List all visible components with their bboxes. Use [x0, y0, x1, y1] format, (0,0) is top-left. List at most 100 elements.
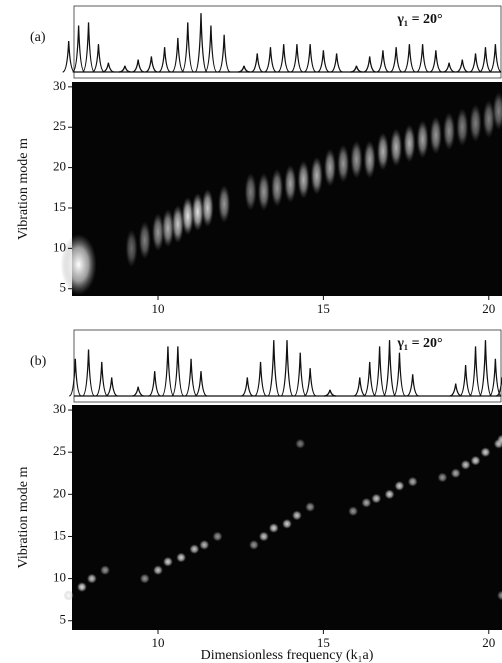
spectrum-peak: [353, 377, 366, 397]
spot: [248, 539, 259, 550]
spot: [429, 116, 442, 155]
spot: [469, 104, 482, 143]
spectrum-peak: [217, 34, 231, 73]
spectrum-peak: [479, 47, 492, 73]
spot: [76, 582, 87, 593]
spot: [371, 493, 382, 504]
annotation: γ₁ = 20°: [396, 336, 442, 351]
spot: [162, 556, 173, 567]
y-tick-label: 30: [53, 78, 66, 93]
spectrum-peak: [158, 47, 171, 73]
x-tick-label: 15: [317, 301, 330, 316]
spectrum-peak: [317, 50, 330, 73]
spectrum-peak: [161, 346, 175, 397]
spectrum-peak: [382, 340, 397, 397]
y-tick-label: 30: [53, 401, 66, 416]
x-tick-label: 10: [152, 301, 165, 316]
spectrum-peak: [323, 389, 337, 397]
spot: [138, 221, 151, 260]
spectrum-peak: [237, 65, 251, 73]
spectrum-peak: [148, 371, 161, 397]
spot: [497, 590, 502, 601]
spectrum-peak: [303, 44, 317, 73]
y-tick-label: 25: [53, 118, 66, 133]
spectrum-peak: [469, 53, 482, 73]
y-tick-label: 25: [53, 443, 66, 458]
spot: [492, 92, 502, 131]
spot: [63, 590, 74, 601]
spectrum-peak: [389, 47, 403, 73]
spot: [100, 565, 111, 576]
spot: [403, 124, 416, 163]
heatmap-background: [72, 405, 502, 630]
y-tick-label: 20: [53, 159, 66, 174]
spot: [361, 497, 372, 508]
spectrum-peak: [330, 53, 343, 73]
annotation: γ₁ = 20°: [396, 12, 442, 27]
spot: [437, 472, 448, 483]
spectrum-peak: [363, 56, 376, 73]
y-tick-label: 5: [60, 612, 67, 627]
spectrum-peak: [72, 25, 85, 73]
spot: [258, 531, 269, 542]
spectrum-peak: [145, 56, 158, 73]
spot: [291, 510, 302, 521]
spot: [310, 156, 323, 195]
spot: [139, 573, 150, 584]
spot: [337, 144, 350, 183]
x-tick-label: 20: [482, 635, 495, 650]
spot: [470, 455, 481, 466]
spectrum-peak: [62, 40, 75, 73]
x-axis-label: Dimensionless frequency (k₁a): [201, 648, 374, 663]
spectrum-peak: [254, 361, 267, 397]
x-tick-label: 20: [482, 301, 495, 316]
spot: [199, 539, 210, 550]
spectrum-peak: [171, 37, 185, 73]
spectrum-peak: [280, 340, 294, 397]
spot: [384, 489, 395, 500]
spectrum-peak: [459, 364, 472, 397]
spectrum-peak: [92, 44, 105, 73]
spot: [324, 148, 336, 187]
spot: [305, 501, 316, 512]
spot: [284, 164, 297, 203]
spot: [297, 160, 310, 199]
spot: [390, 128, 403, 167]
spot: [456, 108, 469, 147]
spot: [181, 197, 194, 236]
spectrum-peak: [429, 50, 443, 73]
spot: [60, 234, 97, 295]
spectrum-peak: [105, 377, 118, 397]
spot: [201, 188, 214, 227]
spectrum-peak: [350, 65, 363, 73]
spectrum-peak: [456, 59, 469, 73]
spectrum-peak: [95, 361, 109, 397]
spot: [212, 531, 223, 542]
spot: [176, 552, 187, 563]
spot: [191, 193, 204, 232]
panel-label: (b): [30, 354, 47, 369]
spot: [218, 184, 231, 223]
spectrum-peak: [290, 44, 304, 73]
y-axis-label: Vibration mode m: [16, 466, 31, 568]
spectrum-peak: [194, 13, 208, 73]
spectrum-peak: [241, 377, 254, 397]
spot: [295, 438, 306, 449]
spectrum-peak: [132, 386, 145, 397]
spectrum-peak: [449, 383, 462, 397]
spectrum-peak: [416, 44, 429, 73]
spectrum-peak: [489, 44, 502, 73]
spot: [86, 573, 97, 584]
spot: [376, 132, 389, 171]
spectrum-frame: [73, 5, 502, 79]
panel-label: (a): [30, 30, 46, 45]
spot: [257, 172, 270, 211]
spectrum-peak: [181, 22, 195, 73]
spectrum-peak: [277, 44, 290, 73]
y-tick-label: 10: [53, 570, 66, 585]
spectrum-peak: [403, 44, 416, 73]
y-tick-label: 10: [53, 239, 66, 254]
spectrum-peak: [373, 346, 386, 397]
spot: [152, 213, 164, 252]
spot: [171, 205, 184, 244]
